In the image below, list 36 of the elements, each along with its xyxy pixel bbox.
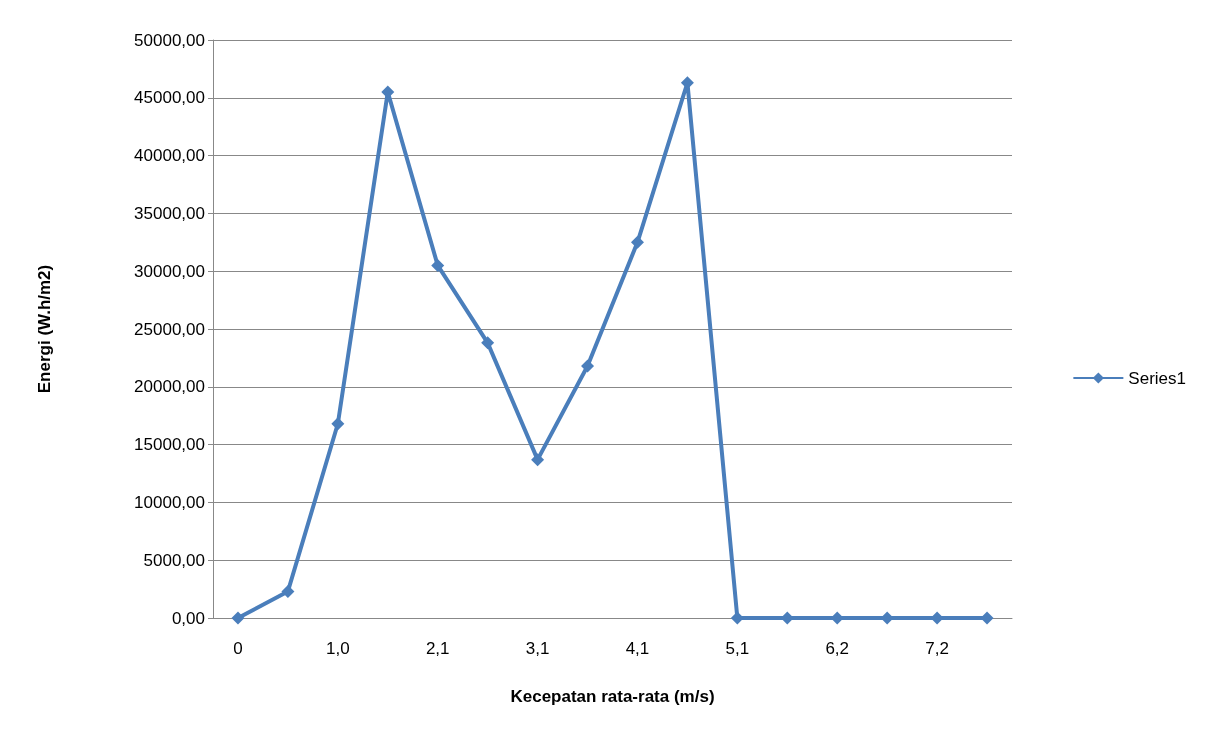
point bbox=[630, 235, 644, 249]
x-tick-label: 5,1 bbox=[725, 639, 750, 658]
y-tick-label: 50000,00 bbox=[134, 30, 205, 50]
y-tick-label: 10000,00 bbox=[134, 492, 205, 512]
y-tick-label: 0,00 bbox=[171, 608, 205, 628]
point bbox=[331, 417, 345, 431]
point bbox=[431, 258, 445, 272]
point bbox=[730, 611, 744, 625]
x-tick-label: 3,1 bbox=[525, 639, 550, 658]
y-tick-label: 5000,00 bbox=[143, 550, 205, 570]
point bbox=[281, 584, 295, 598]
y-axis-title: Energi (W.h/m2) bbox=[35, 264, 54, 394]
y-tick-label: 15000,00 bbox=[134, 435, 205, 455]
point bbox=[880, 611, 894, 625]
point bbox=[231, 611, 245, 625]
y-tick-label: 20000,00 bbox=[134, 377, 205, 397]
point bbox=[481, 336, 495, 350]
x-tick-label: 7,2 bbox=[925, 639, 949, 658]
x-tick-label: 2,1 bbox=[425, 639, 450, 658]
point bbox=[581, 359, 595, 373]
point bbox=[930, 611, 944, 625]
point bbox=[680, 76, 694, 90]
legend-label: Series1 bbox=[1128, 368, 1186, 388]
y-tick-label: 45000,00 bbox=[134, 88, 205, 108]
point bbox=[830, 611, 844, 625]
x-axis-title: Kecepatan rata-rata (m/s) bbox=[510, 687, 715, 706]
point bbox=[531, 453, 545, 467]
y-tick-label: 40000,00 bbox=[134, 146, 205, 166]
x-tick-label: 1,0 bbox=[326, 639, 350, 658]
x-tick-label: 4,1 bbox=[625, 639, 650, 658]
y-tick-label: 30000,00 bbox=[134, 261, 205, 281]
point bbox=[980, 611, 994, 625]
x-tick-label: 0 bbox=[233, 639, 243, 658]
y-tick-label: 35000,00 bbox=[134, 203, 205, 223]
x-tick-label: 6,2 bbox=[825, 639, 850, 658]
y-tick-label: 25000,00 bbox=[134, 319, 205, 339]
